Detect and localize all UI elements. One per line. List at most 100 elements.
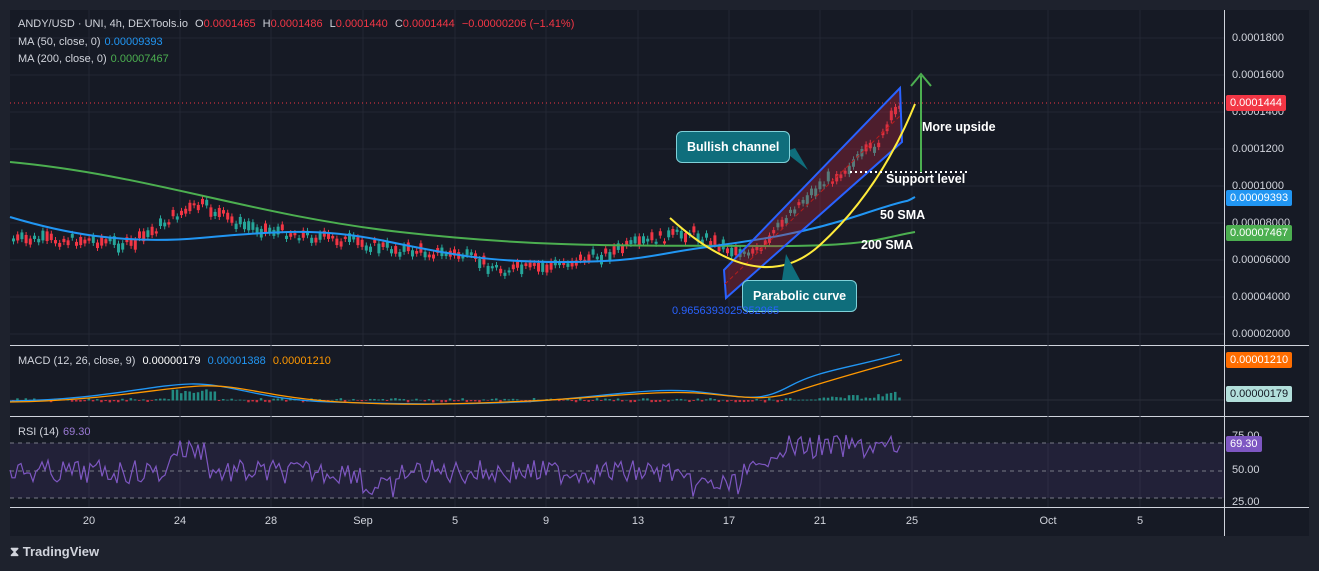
candle xyxy=(679,230,683,239)
bullish-channel-callout[interactable]: Bullish channel xyxy=(676,131,791,163)
macd-histogram-bar xyxy=(243,399,246,401)
time-tick: 20 xyxy=(82,515,96,527)
pane-divider-macd[interactable] xyxy=(10,345,1309,346)
macd-histogram-bar xyxy=(574,400,578,403)
chart-frame[interactable] xyxy=(10,10,1309,536)
macd-histogram-bar xyxy=(280,398,284,401)
parabolic-curve-callout[interactable]: Parabolic curve xyxy=(742,280,858,312)
candle xyxy=(432,254,435,259)
macd-histogram-bar xyxy=(100,400,103,403)
macd-histogram-bar xyxy=(205,389,208,401)
macd-histogram-bar xyxy=(461,398,464,401)
macd-histogram-bar xyxy=(604,398,607,401)
candle xyxy=(184,208,188,214)
candle xyxy=(499,268,503,274)
candle xyxy=(784,218,788,224)
rsi-legend[interactable]: RSI (14) 69.30 xyxy=(18,426,95,438)
candle xyxy=(100,236,104,246)
candle xyxy=(247,221,251,231)
ma50-legend[interactable]: MA (50, close, 0) 0.00009393 xyxy=(18,36,167,48)
candle xyxy=(545,264,549,273)
ma200-line xyxy=(9,161,916,248)
macd-histogram-bar xyxy=(822,397,826,401)
macd-histogram-bar xyxy=(646,398,649,401)
last-price-badge: 0.0001444 xyxy=(1226,95,1286,111)
candle xyxy=(234,223,238,230)
macd-histogram-bar xyxy=(747,400,750,402)
macd-histogram-bar xyxy=(394,398,397,401)
candle xyxy=(58,242,62,247)
macd-histogram-bar xyxy=(700,400,704,402)
macd-histogram-bar xyxy=(377,399,380,401)
macd-histogram-bar xyxy=(188,391,191,401)
tradingview-logo[interactable]: ⧗ TradingView xyxy=(10,544,99,560)
macd-histogram-bar xyxy=(259,398,263,401)
macd-histogram-bar xyxy=(406,400,410,403)
candle xyxy=(814,188,818,197)
ma50-badge: 0.00009393 xyxy=(1226,190,1293,206)
candle xyxy=(83,239,87,244)
macd-histogram-bar xyxy=(600,400,603,401)
macd-histogram-bar xyxy=(734,400,737,403)
candle xyxy=(734,246,738,256)
candle xyxy=(280,224,284,231)
macd-histogram-bar xyxy=(499,400,502,402)
macd-histogram-bar xyxy=(591,400,595,401)
macd-histogram-bar xyxy=(276,398,280,401)
candle xyxy=(406,242,410,252)
candle xyxy=(268,227,272,233)
macd-histogram-bar xyxy=(159,398,162,401)
candle xyxy=(91,235,95,243)
pane-divider-rsi[interactable] xyxy=(10,416,1309,417)
candle xyxy=(381,242,385,247)
candle xyxy=(566,263,570,267)
candle xyxy=(831,181,834,184)
candle xyxy=(570,260,574,267)
candle xyxy=(364,245,368,251)
close-value: 0.0001444 xyxy=(402,18,455,30)
candle xyxy=(276,226,280,235)
macd-histogram-bar xyxy=(184,390,187,401)
macd-histogram-bar xyxy=(637,399,641,401)
candle xyxy=(112,236,116,245)
candle xyxy=(16,234,20,241)
macd-histogram-bar xyxy=(411,399,414,401)
symbol-legend[interactable]: ANDY/USD · UNI, 4h, DEXTools.io O0.00014… xyxy=(18,18,578,30)
macd-histogram-bar xyxy=(133,399,137,401)
macd-histogram-bar xyxy=(465,400,469,403)
candle xyxy=(663,241,666,244)
candle xyxy=(293,233,297,236)
macd-histogram-bar xyxy=(629,400,632,403)
ma200-badge: 0.00007467 xyxy=(1226,225,1293,241)
candle xyxy=(574,260,578,266)
candle xyxy=(45,231,49,242)
macd-histogram-bar xyxy=(789,398,792,401)
candle xyxy=(285,235,288,240)
macd-histogram-bar xyxy=(868,398,872,401)
candle xyxy=(33,235,36,239)
candle xyxy=(495,264,498,268)
macd-histogram-bar xyxy=(511,398,515,401)
macd-histogram-bar xyxy=(490,398,494,401)
candle xyxy=(751,248,755,254)
macd-legend[interactable]: MACD (12, 26, close, 9) 0.00000179 0.000… xyxy=(18,355,335,367)
macd-histogram-bar xyxy=(663,399,666,401)
candle xyxy=(558,262,561,266)
macd-histogram-bar xyxy=(419,399,422,401)
macd-histogram-bar xyxy=(175,389,179,401)
ma200-legend[interactable]: MA (200, close, 0) 0.00007467 xyxy=(18,53,173,65)
macd-histogram-bar xyxy=(826,397,830,401)
time-tick: 28 xyxy=(264,515,278,527)
channel-midline xyxy=(724,114,902,285)
parabolic-curve xyxy=(669,103,916,268)
candle xyxy=(79,236,83,246)
macd-histogram-bar xyxy=(579,398,582,401)
rsi-line xyxy=(9,434,901,498)
candle xyxy=(385,240,389,248)
macd-histogram-bar xyxy=(692,400,695,401)
candle xyxy=(297,238,301,241)
candle xyxy=(877,142,881,148)
macd-histogram-bar xyxy=(264,400,267,402)
candle xyxy=(469,252,473,256)
bullish-channel xyxy=(722,85,904,301)
